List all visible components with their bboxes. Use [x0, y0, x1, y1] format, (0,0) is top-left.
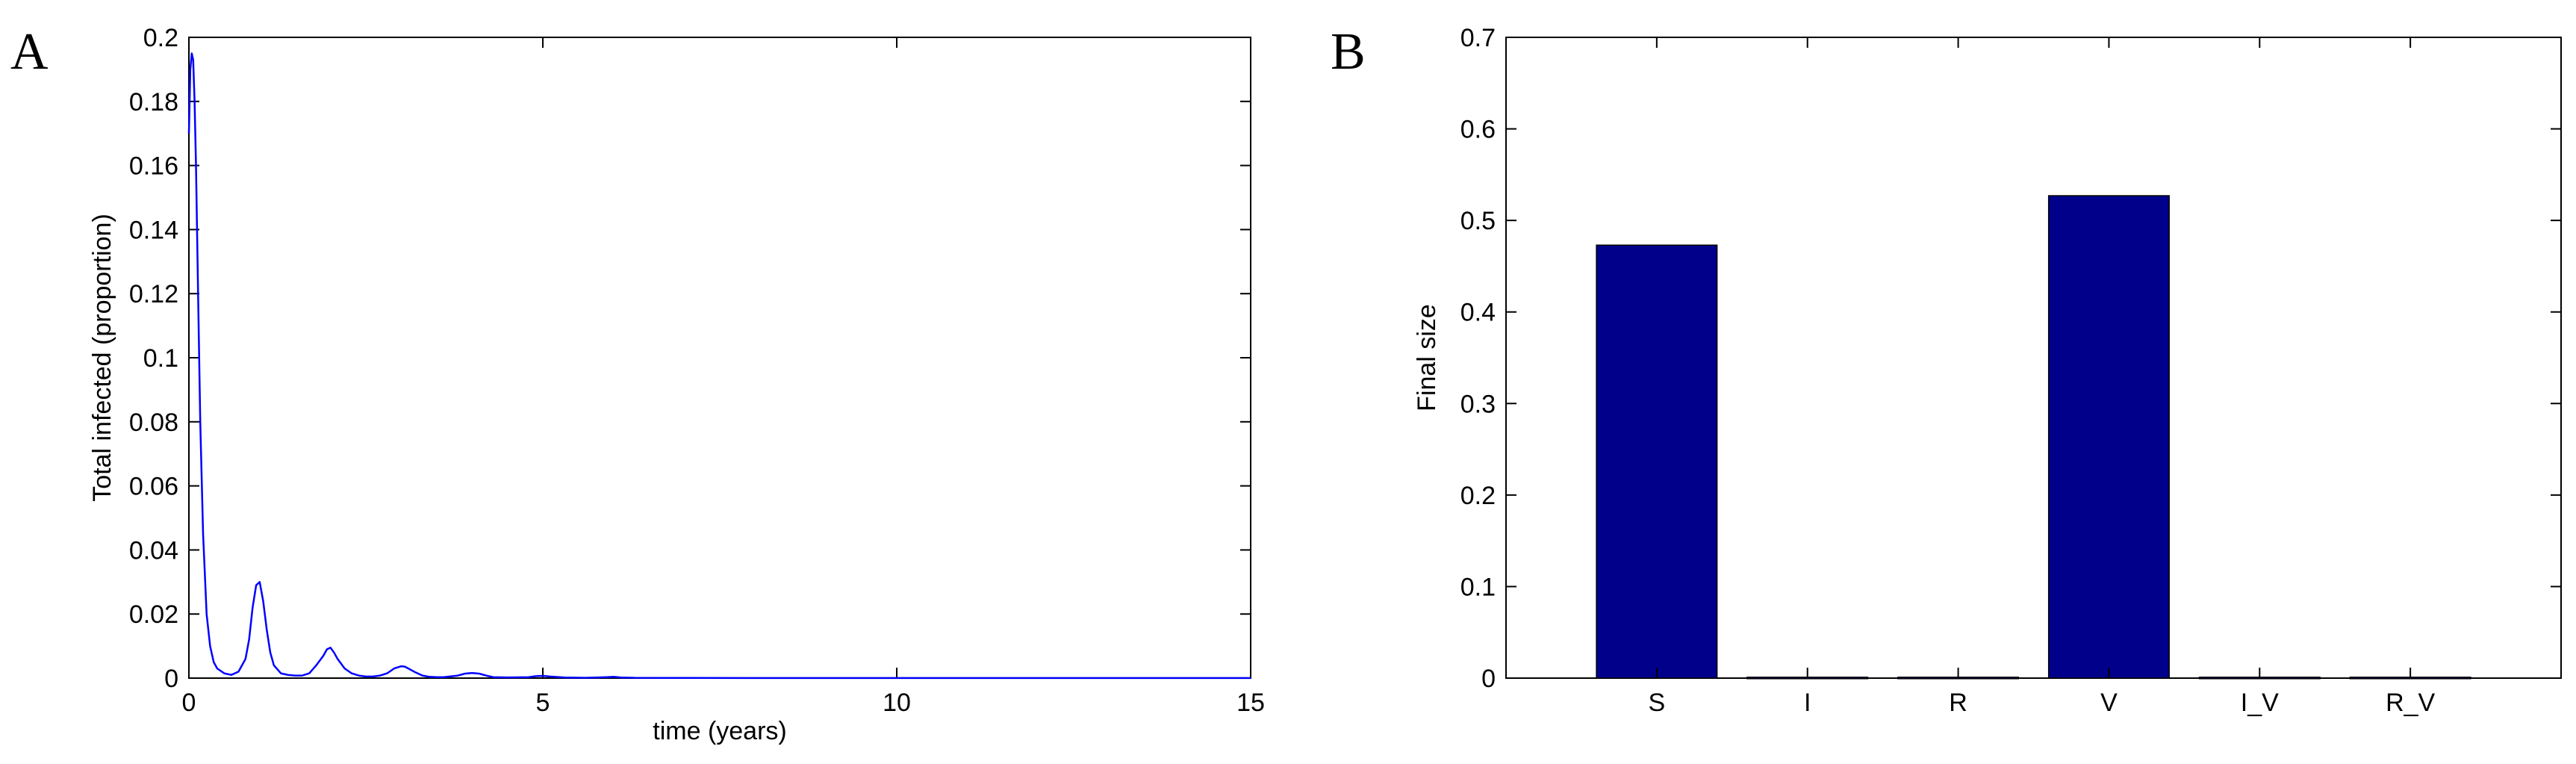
y-axis-label-a: Total infected (proportion) — [88, 214, 116, 502]
y-tick-label-b: 0.1 — [1460, 573, 1496, 601]
y-tick-label-a: 0.2 — [143, 24, 178, 52]
x-tick-label-a: 10 — [883, 689, 911, 717]
y-tick-label-a: 0.04 — [129, 536, 178, 565]
panel-a-line-chart: 0 5 10 15 0 0.02 0.04 0.06 0.08 0.1 0.12 0.14 0.16 0.… — [88, 24, 1265, 745]
infected-series-line — [187, 52, 1251, 680]
y-tick-label-b: 0.5 — [1460, 207, 1496, 235]
y-tick-label-b: 0.4 — [1460, 299, 1496, 327]
category-label-i: I — [1804, 689, 1811, 717]
y-tick-label-b: 0.2 — [1460, 482, 1496, 510]
category-label-i-v: I_V — [2241, 689, 2279, 717]
y-tick-label-a: 0.02 — [129, 600, 178, 629]
category-label-s: S — [1649, 689, 1666, 717]
x-tick-label-a: 5 — [536, 689, 550, 717]
y-tick-label-a: 0.08 — [129, 409, 178, 437]
category-label-r: R — [1949, 689, 1967, 717]
panel-b-bar-chart: 0 0.1 0.2 0.3 0.4 0.5 0.6 0.7 S I R V I_V R_V Final si… — [1413, 24, 2562, 717]
x-tick-label-a: 0 — [182, 689, 196, 717]
y-tick-label-a: 0 — [164, 665, 178, 693]
y-tick-label-b: 0.6 — [1460, 116, 1496, 144]
plot-frame-b — [1505, 37, 2562, 679]
y-tick-label-a: 0.06 — [129, 473, 178, 501]
bar-v — [2047, 195, 2170, 679]
x-axis-label-a: time (years) — [653, 717, 786, 745]
y-tick-label-b: 0.7 — [1460, 24, 1496, 52]
x-tick-label-a: 15 — [1236, 689, 1265, 717]
y-tick-label-b: 0 — [1481, 665, 1496, 693]
plot-frame-a — [188, 37, 1251, 679]
y-tick-label-a: 0.18 — [129, 88, 178, 117]
y-tick-label-b: 0.3 — [1460, 390, 1496, 418]
y-axis-label-b: Final size — [1413, 304, 1441, 411]
y-tick-label-a: 0.16 — [129, 152, 178, 181]
y-tick-label-a: 0.1 — [143, 344, 178, 373]
panel-letter-b: B — [1331, 23, 1366, 81]
category-label-v: V — [2100, 689, 2118, 717]
bar-s — [1596, 244, 1718, 679]
category-label-r-v: R_V — [2386, 689, 2435, 717]
y-tick-label-a: 0.14 — [129, 216, 178, 244]
y-tick-label-a: 0.12 — [129, 280, 178, 308]
panel-letter-a: A — [10, 23, 49, 81]
